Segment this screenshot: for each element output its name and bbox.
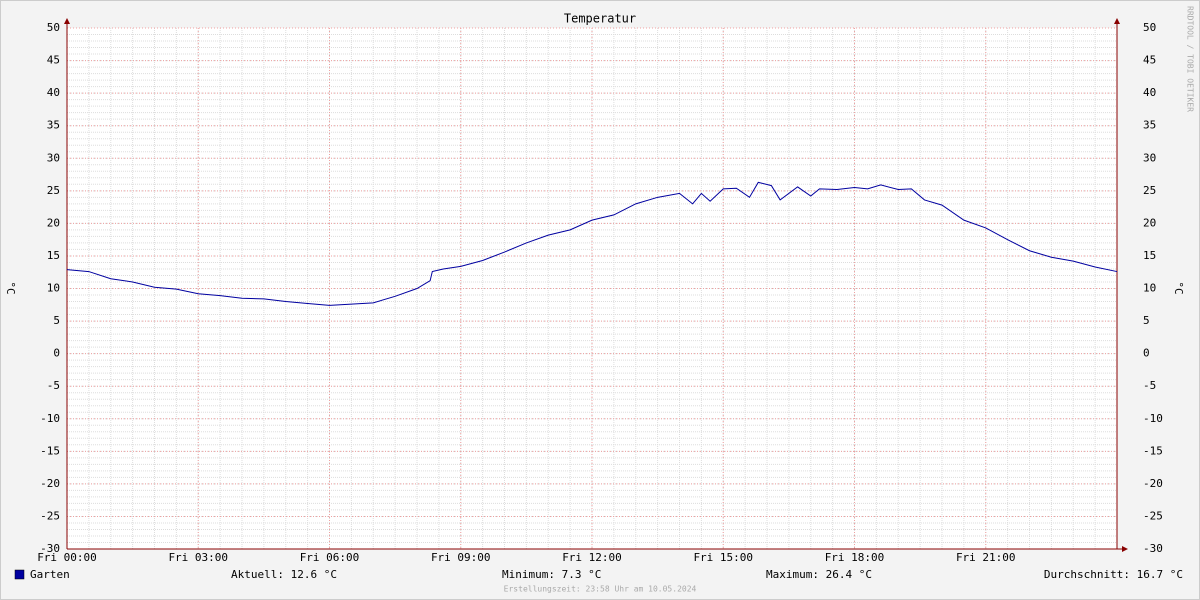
y2-tick-label: -20 bbox=[1143, 477, 1163, 490]
y2-tick-label: -5 bbox=[1143, 379, 1156, 392]
x-tick-label: Fri 06:00 bbox=[300, 551, 360, 564]
legend-swatch bbox=[14, 569, 25, 580]
y-tick-label: -10 bbox=[40, 412, 60, 425]
y-axis-label: °C bbox=[4, 281, 17, 294]
y-tick-label: -15 bbox=[40, 444, 60, 457]
summary-current: Aktuell: 12.6 °C bbox=[231, 568, 337, 581]
footer: Erstellungszeit: 23:58 Uhr am 10.05.2024 bbox=[504, 585, 697, 594]
y-tick-label: 50 bbox=[47, 21, 60, 34]
x-tick-label: Fri 21:00 bbox=[956, 551, 1016, 564]
chart-title: Temperatur bbox=[564, 12, 636, 26]
summary-max: Maximum: 26.4 °C bbox=[766, 568, 872, 581]
y-tick-label: 30 bbox=[47, 151, 60, 164]
y-tick-label: 45 bbox=[47, 54, 60, 67]
y2-axis-label: °C bbox=[1172, 281, 1185, 294]
summary-min: Minimum: 7.3 °C bbox=[502, 568, 601, 581]
y2-tick-label: 0 bbox=[1143, 347, 1150, 360]
y2-tick-label: 45 bbox=[1143, 54, 1156, 67]
x-tick-label: Fri 12:00 bbox=[562, 551, 622, 564]
y-tick-label: 10 bbox=[47, 282, 60, 295]
y2-tick-label: 15 bbox=[1143, 249, 1156, 262]
y2-tick-label: 5 bbox=[1143, 314, 1150, 327]
x-tick-label: Fri 03:00 bbox=[168, 551, 228, 564]
axis-arrow bbox=[64, 18, 70, 24]
data-line bbox=[66, 181, 1118, 306]
y-tick-label: -25 bbox=[40, 509, 60, 522]
y-tick-label: -20 bbox=[40, 477, 60, 490]
y2-tick-label: 50 bbox=[1143, 21, 1156, 34]
y2-tick-label: 10 bbox=[1143, 282, 1156, 295]
y2-tick-label: 25 bbox=[1143, 184, 1156, 197]
y-tick-label: -30 bbox=[40, 542, 60, 555]
y2-tick-label: 40 bbox=[1143, 86, 1156, 99]
y-tick-label: 35 bbox=[47, 119, 60, 132]
y-tick-label: 40 bbox=[47, 86, 60, 99]
y2-tick-label: 20 bbox=[1143, 216, 1156, 229]
y-tick-label: 0 bbox=[53, 347, 60, 360]
y2-tick-label: 30 bbox=[1143, 151, 1156, 164]
y-tick-label: -5 bbox=[47, 379, 60, 392]
y2-tick-label: -25 bbox=[1143, 509, 1163, 522]
y2-tick-label: -10 bbox=[1143, 412, 1163, 425]
x-tick-label: Fri 18:00 bbox=[825, 551, 885, 564]
axis-arrow bbox=[1122, 546, 1128, 552]
y-tick-label: 15 bbox=[47, 249, 60, 262]
axis-arrow bbox=[1114, 18, 1120, 24]
y-tick-label: 5 bbox=[53, 314, 60, 327]
y-tick-label: 25 bbox=[47, 184, 60, 197]
watermark: RRDTOOL / TOBI OETIKER bbox=[1186, 6, 1195, 112]
y2-tick-label: -15 bbox=[1143, 444, 1163, 457]
y2-tick-label: -30 bbox=[1143, 542, 1163, 555]
y-tick-label: 20 bbox=[47, 216, 60, 229]
x-tick-label: Fri 00:00 bbox=[37, 551, 97, 564]
summary-avg: Durchschnitt: 16.7 °C bbox=[1044, 568, 1183, 581]
x-tick-label: Fri 15:00 bbox=[693, 551, 753, 564]
legend-label: Garten bbox=[30, 568, 70, 581]
y2-tick-label: 35 bbox=[1143, 119, 1156, 132]
x-tick-label: Fri 09:00 bbox=[431, 551, 491, 564]
